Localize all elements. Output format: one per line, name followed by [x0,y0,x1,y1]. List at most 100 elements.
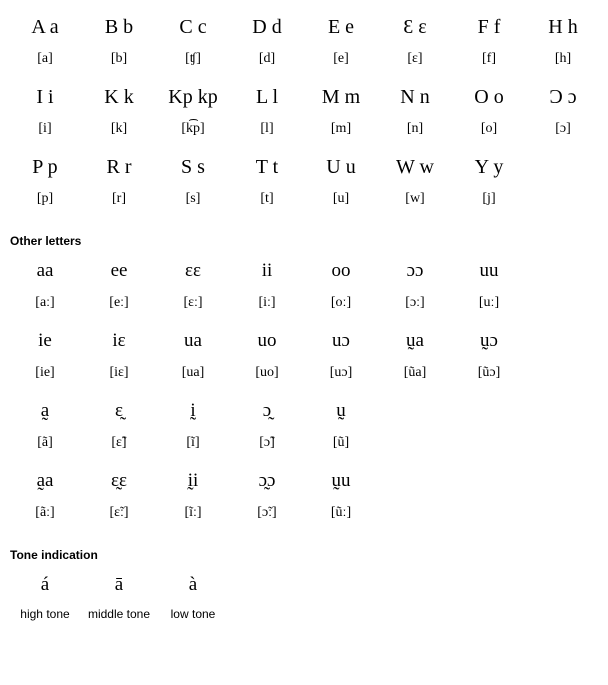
other-ipa-cell: [ɛː] [156,288,230,318]
alphabet-letter-cell: Y y [452,150,526,184]
other-ipa-cell: [oː] [304,288,378,318]
other-letter-cell: ɛ̰ɛ [82,464,156,498]
other-letter-cell: ɛ̰ [82,394,156,428]
alphabet-ipa-cell: [ɔ] [526,114,600,144]
tone-letter-cell: á [8,568,82,602]
other-ipa-cell [526,288,600,318]
other-letter-cell: ṵu [304,464,378,498]
tone-letter-cell [378,568,452,602]
alphabet-ipa-cell: [p] [8,184,82,214]
alphabet-letter-cell: Kp kp [156,80,230,114]
alphabet-letter-cell: O o [452,80,526,114]
alphabet-ipa-cell: [d] [230,44,304,74]
other-letter-cell [378,394,452,428]
alphabet-ipa-cell: [l] [230,114,304,144]
alphabet-ipa-cell: [o] [452,114,526,144]
tone-label-cell: high tone [8,602,82,623]
other-letter-cell: iɛ [82,324,156,358]
alphabet-letter-cell: Ɔ ɔ [526,80,600,114]
alphabet-ipa-cell: [i] [8,114,82,144]
alphabet-ipa-cell: [e] [304,44,378,74]
other-letter-cell: ua [156,324,230,358]
other-ipa-cell: [uɔ] [304,358,378,388]
alphabet-letter-cell: B b [82,10,156,44]
alphabet-ipa-cell: [ʧ] [156,44,230,74]
other-ipa-cell: [ũɔ] [452,358,526,388]
alphabet-letter-cell: P p [8,150,82,184]
tone-letter-cell [526,568,600,602]
alphabet-ipa-cell: [a] [8,44,82,74]
alphabet-letter-cell: M m [304,80,378,114]
other-ipa-cell: [iɛ] [82,358,156,388]
other-ipa-cell: [ɔː] [378,288,452,318]
alphabet-ipa-cell: [f] [452,44,526,74]
other-letter-cell: ḭi [156,464,230,498]
tone-letter-cell [230,568,304,602]
other-ipa-cell: [eː] [82,288,156,318]
other-letter-cell: ɛɛ [156,254,230,288]
other-letter-cell [526,324,600,358]
other-ipa-cell: [ɛ̃ː] [82,498,156,528]
tone-letter-cell [304,568,378,602]
tone-label-cell: low tone [156,602,230,623]
alphabet-letter-cell: Ɛ ɛ [378,10,452,44]
other-ipa-cell [526,428,600,458]
tone-table: áāà high tonemiddle tonelow tone [8,568,600,623]
tone-label-cell [378,602,452,623]
alphabet-ipa-cell: [s] [156,184,230,214]
alphabet-ipa-cell: [n] [378,114,452,144]
other-ipa-cell: [iː] [230,288,304,318]
other-letter-cell: ṵɔ [452,324,526,358]
alphabet-letter-cell: L l [230,80,304,114]
alphabet-letter-cell: R r [82,150,156,184]
tone-indication-title: Tone indication [10,548,600,562]
other-ipa-cell [526,498,600,528]
other-letters-title: Other letters [10,234,600,248]
alphabet-letter-cell: W w [378,150,452,184]
other-letter-cell [526,464,600,498]
alphabet-letter-cell: E e [304,10,378,44]
other-ipa-cell [452,428,526,458]
other-letter-cell: ii [230,254,304,288]
other-ipa-cell: [ie] [8,358,82,388]
alphabet-ipa-cell: [k͡p] [156,114,230,144]
alphabet-ipa-cell: [j] [452,184,526,214]
alphabet-letter-cell: K k [82,80,156,114]
alphabet-letter-cell: S s [156,150,230,184]
alphabet-letter-cell: C c [156,10,230,44]
other-letter-cell [452,394,526,428]
other-ipa-cell: [ɔ̃] [230,428,304,458]
alphabet-letter-cell: N n [378,80,452,114]
tone-label-cell: middle tone [82,602,156,623]
other-letter-cell: ɔɔ [378,254,452,288]
other-ipa-cell [452,498,526,528]
alphabet-ipa-cell [526,184,600,214]
other-letter-cell [452,464,526,498]
other-ipa-cell: [ɛ̃] [82,428,156,458]
other-letter-cell: ɔ̰ɔ [230,464,304,498]
other-ipa-cell [378,428,452,458]
other-letter-cell: uɔ [304,324,378,358]
tone-letter-cell: à [156,568,230,602]
tone-label-cell [526,602,600,623]
other-letter-cell: a̰a [8,464,82,498]
alphabet-table: A aB bC cD dE eƐ ɛF fH h[a][b][ʧ][d][e][… [8,10,600,220]
other-ipa-cell [526,358,600,388]
other-ipa-cell: [ĩ] [156,428,230,458]
tone-label-cell [230,602,304,623]
other-letter-cell: ṵ [304,394,378,428]
other-ipa-cell: [ũa] [378,358,452,388]
other-ipa-cell: [ũ] [304,428,378,458]
alphabet-letter-cell: F f [452,10,526,44]
other-ipa-cell: [uː] [452,288,526,318]
alphabet-ipa-cell: [ɛ] [378,44,452,74]
other-letter-cell: uo [230,324,304,358]
alphabet-ipa-cell: [u] [304,184,378,214]
alphabet-ipa-cell: [b] [82,44,156,74]
alphabet-ipa-cell: [k] [82,114,156,144]
other-ipa-cell: [ã] [8,428,82,458]
other-letter-cell: oo [304,254,378,288]
alphabet-letter-cell [526,150,600,184]
alphabet-ipa-cell: [m] [304,114,378,144]
other-ipa-cell: [ĩː] [156,498,230,528]
